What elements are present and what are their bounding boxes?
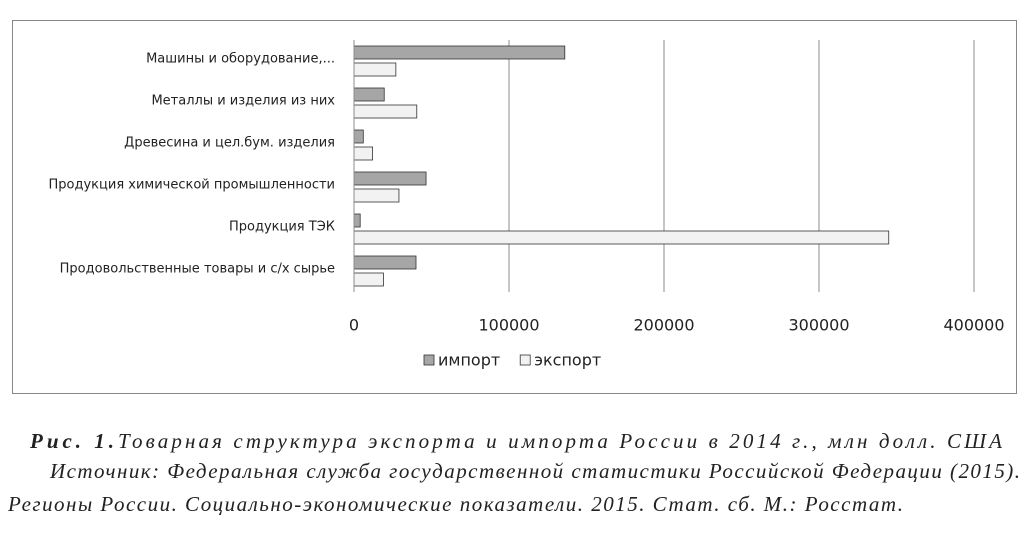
bar: [353, 171, 427, 186]
y-tick-label: Машины и оборудование,...: [146, 52, 335, 67]
bar: [353, 129, 364, 144]
bar: [353, 62, 397, 77]
y-tick-label: Древесина и цел.бум. изделия: [124, 136, 335, 151]
bar: [353, 255, 417, 270]
bar: [353, 146, 374, 161]
bar: [353, 45, 566, 60]
legend-label: экспорт: [534, 351, 601, 370]
x-tick-label: 0: [349, 316, 359, 335]
x-tick-label: 300000: [788, 316, 849, 335]
legend-label: импорт: [438, 351, 500, 370]
caption-label: Рис. 1.: [29, 429, 114, 453]
bar: [353, 213, 361, 228]
bar: [353, 272, 384, 287]
bar: [353, 104, 418, 119]
legend-swatch: [423, 354, 435, 366]
bar: [353, 87, 385, 102]
bar: [353, 230, 890, 245]
y-tick-label: Продукция химической промышленности: [49, 178, 335, 193]
caption-source: Регионы России. Социально-экономические …: [7, 492, 903, 516]
x-tick-label: 400000: [943, 316, 1004, 335]
legend-swatch: [519, 354, 531, 366]
y-tick-label: Продукция ТЭК: [229, 220, 335, 235]
x-tick-label: 200000: [633, 316, 694, 335]
bar: [353, 188, 400, 203]
x-tick-label: 100000: [478, 316, 539, 335]
chart-frame: [12, 20, 1017, 394]
caption-source: Источник: Федеральная служба государстве…: [49, 459, 1020, 483]
caption-text: Товарная структура экспорта и импорта Ро…: [118, 429, 1002, 453]
y-tick-label: Продовольственные товары и с/х сырье: [60, 262, 335, 277]
y-tick-label: Металлы и изделия из них: [151, 94, 335, 109]
